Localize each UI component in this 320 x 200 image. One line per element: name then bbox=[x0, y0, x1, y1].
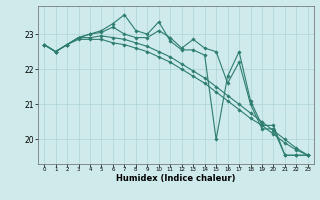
X-axis label: Humidex (Indice chaleur): Humidex (Indice chaleur) bbox=[116, 174, 236, 183]
